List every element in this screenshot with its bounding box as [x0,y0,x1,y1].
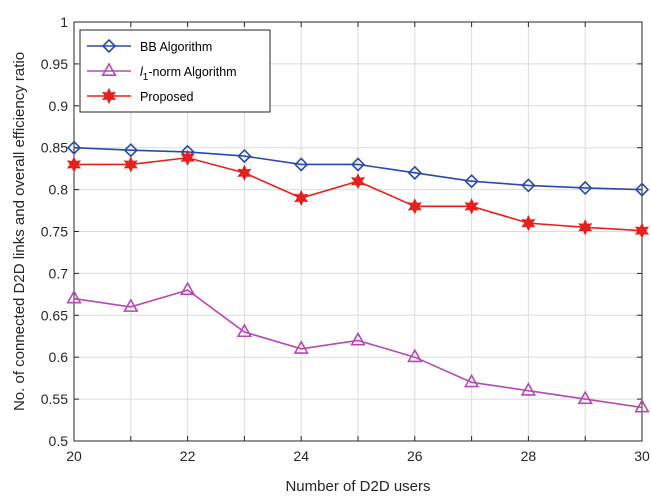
series-group [66,140,650,413]
data-point-l1-norm-algorithm [293,340,309,354]
legend-marker-l1-norm-algorithm [101,62,117,76]
data-point-proposed [350,173,366,190]
y-tick-label: 0.65 [41,307,68,323]
legend-item-bb-algorithm: BB Algorithm [87,38,212,54]
legend-marker-bb-algorithm [101,38,117,54]
data-point-bb-algorithm [350,157,366,172]
x-tick-label: 26 [407,448,423,464]
data-point-l1-norm-algorithm [407,348,423,363]
data-point-proposed [634,222,650,239]
x-tick-label: 30 [634,448,650,464]
y-tick-label: 0.9 [49,98,69,114]
data-point-l1-norm-algorithm [577,390,593,405]
series-proposed [66,149,650,239]
legend: BB Algorithm l1-norm Algorithm Proposed [79,29,271,113]
data-point-l1-norm-algorithm [634,398,650,413]
data-point-proposed [407,198,422,215]
data-point-l1-norm-algorithm [66,289,82,304]
x-axis-title: Number of D2D users [285,478,430,495]
data-point-proposed [180,149,195,166]
y-tick-label: 0.75 [41,224,68,240]
data-point-proposed [521,214,536,232]
series-bb-algorithm [66,140,650,197]
data-point-bb-algorithm [123,143,138,158]
data-point-bb-algorithm [634,182,650,197]
x-tick-label: 22 [180,448,196,464]
y-tick-label: 0.85 [41,140,68,156]
x-tick-label: 28 [521,448,537,464]
data-point-proposed [464,198,479,215]
x-tick-label: 20 [66,448,82,464]
data-point-l1-norm-algorithm [123,298,139,312]
legend-label-l1-norm-algorithm: l1-norm Algorithm [140,65,237,83]
data-point-proposed [294,189,309,207]
y-tick-label: 0.55 [41,391,68,407]
data-point-proposed [66,156,82,173]
y-tick-label: 0.5 [49,433,69,449]
series-line-bb-algorithm [73,146,643,191]
data-point-bb-algorithm [66,140,82,155]
data-point-l1-norm-algorithm [179,281,196,296]
data-point-bb-algorithm [521,178,536,193]
series-l1-norm-algorithm [66,281,650,413]
data-point-bb-algorithm [578,180,593,196]
y-tick-label: 1 [60,14,68,30]
y-tick-label: 0.6 [49,349,69,365]
legend-label-proposed: Proposed [140,90,194,104]
data-point-l1-norm-algorithm [520,382,537,396]
data-point-bb-algorithm [237,148,252,164]
data-point-proposed [123,156,138,173]
y-tick-label: 0.7 [49,265,69,281]
y-axis-title: No. of connected D2D links and overall e… [11,52,28,411]
series-line-l1-norm-algorithm [73,289,643,409]
legend-item-proposed: Proposed [87,87,194,105]
data-point-proposed [237,164,252,182]
data-point-bb-algorithm [407,165,422,180]
data-point-bb-algorithm [294,157,309,172]
data-point-bb-algorithm [464,174,479,189]
data-point-l1-norm-algorithm [463,373,480,388]
legend-item-l1-norm-algorithm: l1-norm Algorithm [87,62,237,83]
data-point-proposed [578,219,593,236]
data-point-l1-norm-algorithm [236,323,253,338]
legend-label-bb-algorithm: BB Algorithm [140,40,212,54]
x-tick-label: 24 [293,448,309,464]
y-tick-label: 0.8 [49,182,69,198]
axis-ticks: 20 22 24 26 28 30 0.5 0.55 0.6 0.65 0.7 0.75 0.8 0.85… [41,14,650,464]
y-tick-label: 0.95 [41,56,68,72]
legend-marker-proposed [101,87,117,105]
data-point-l1-norm-algorithm [350,331,366,346]
